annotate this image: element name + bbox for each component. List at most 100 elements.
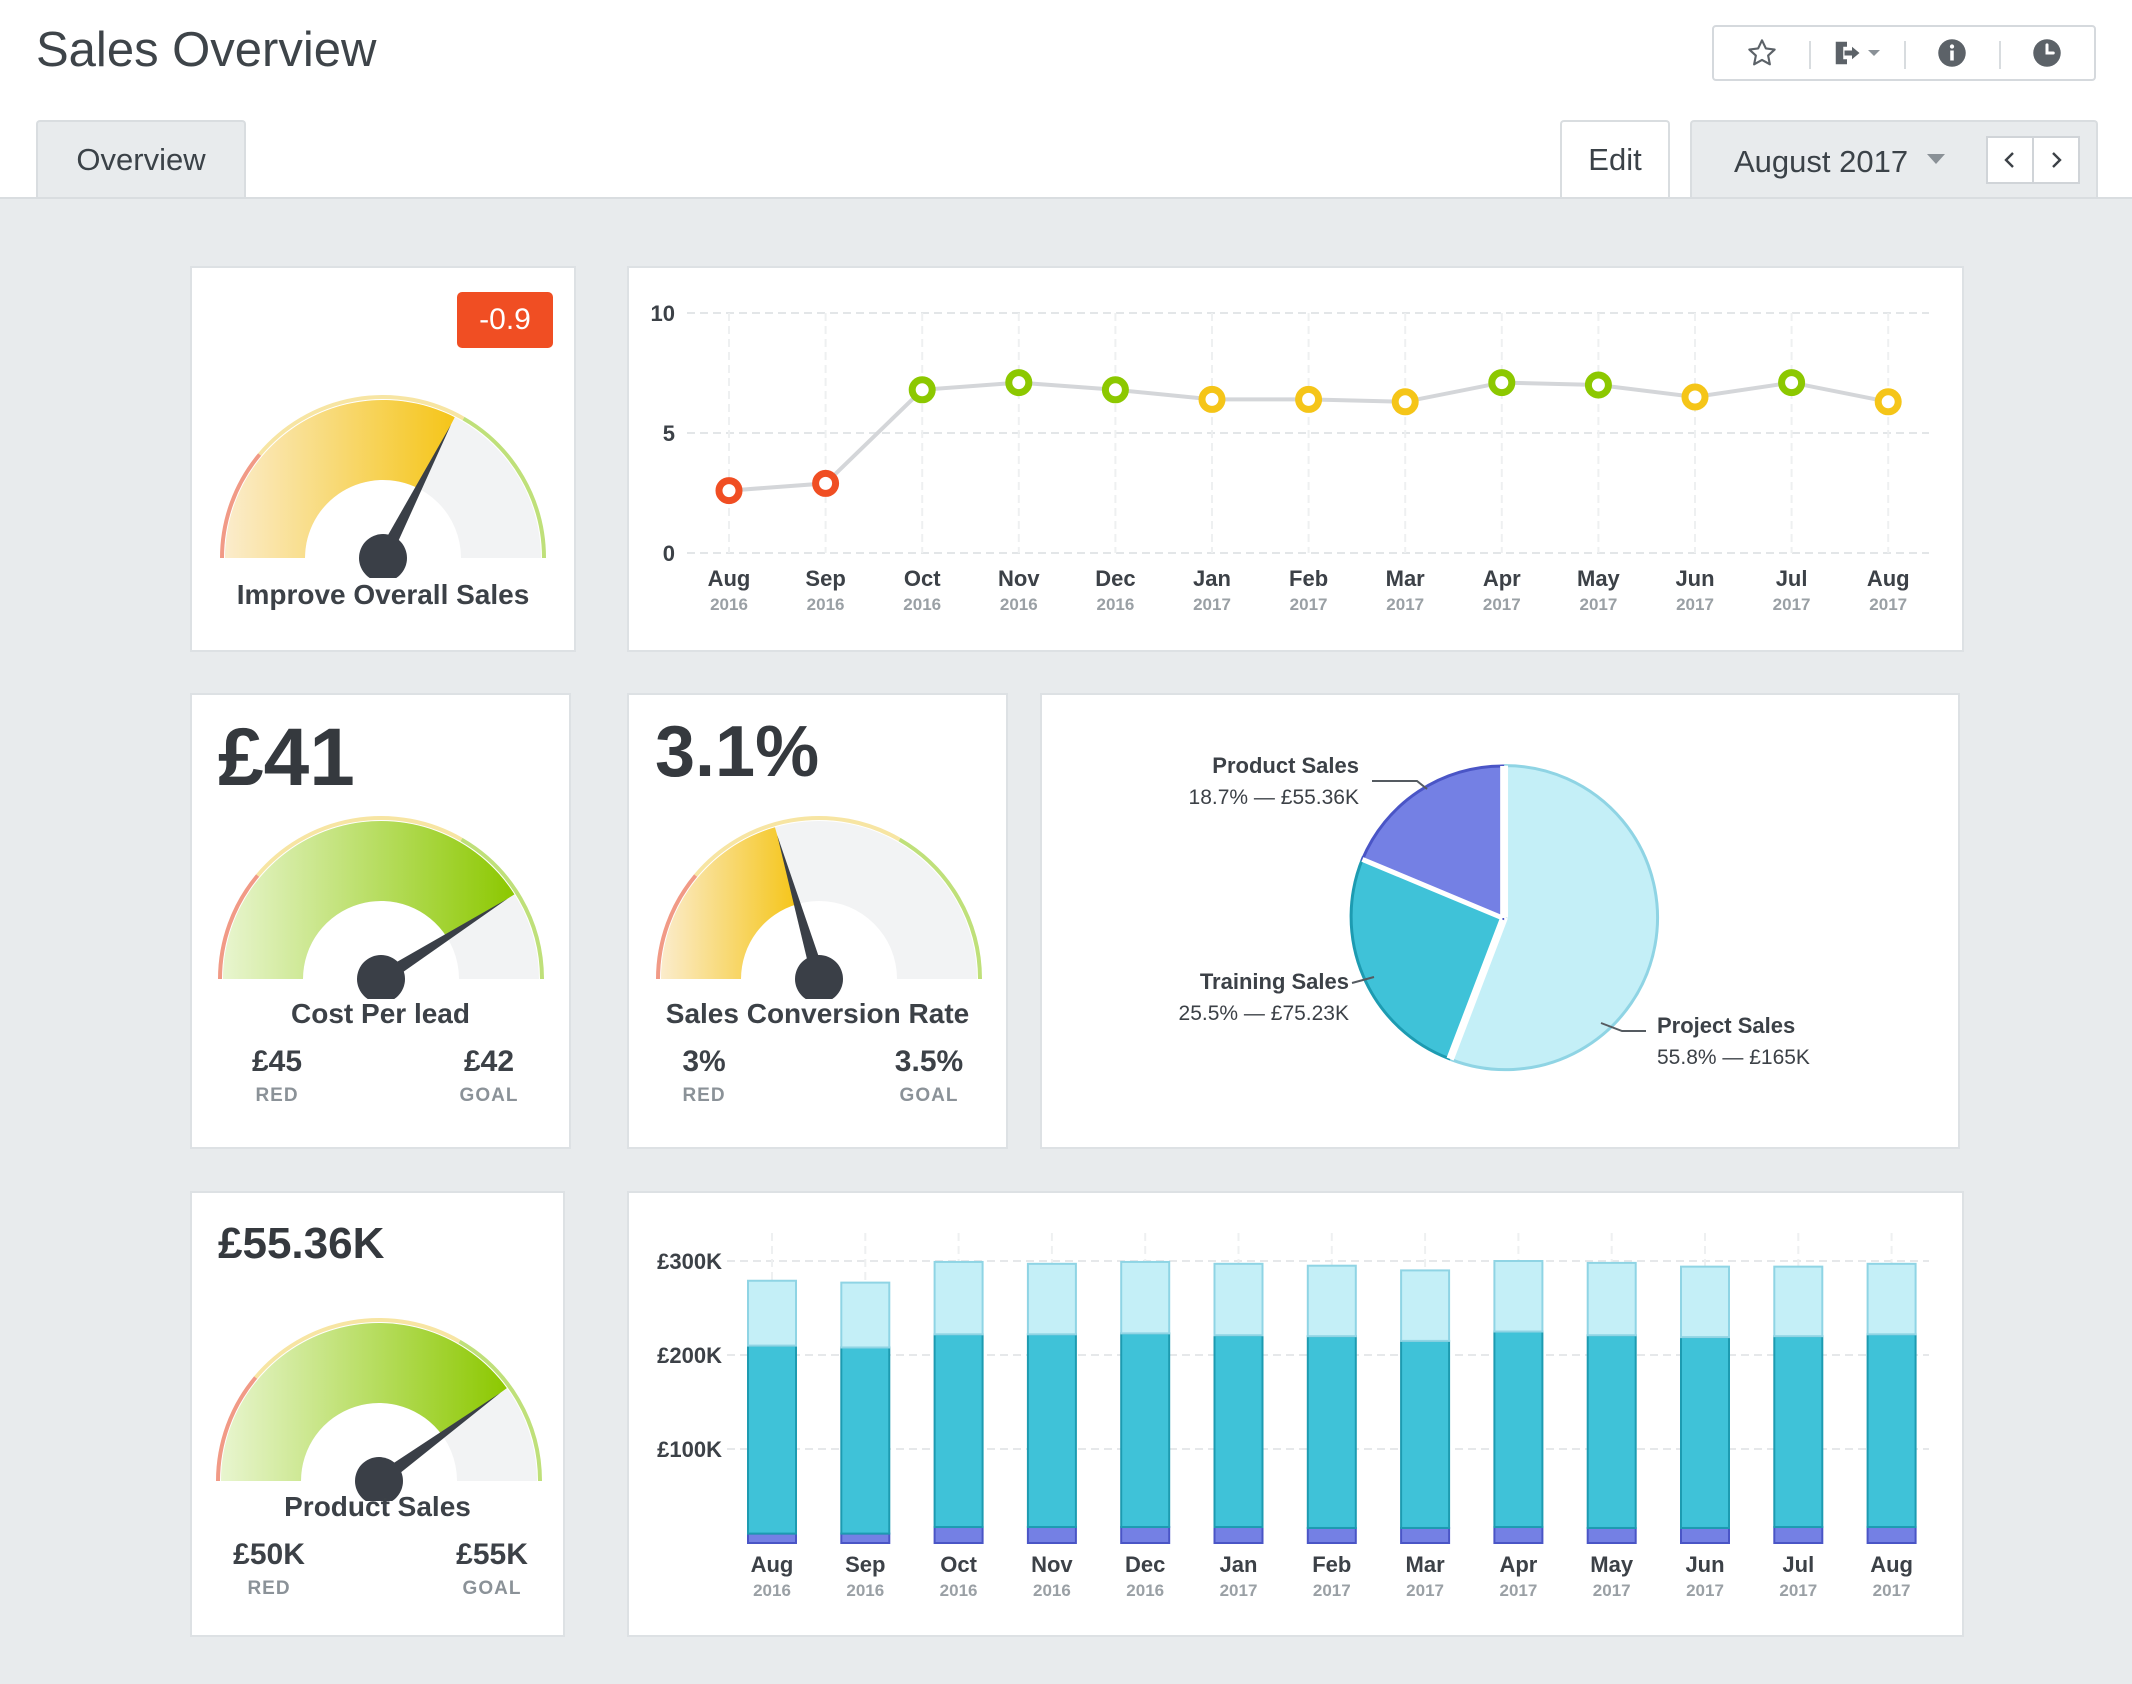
x-tick-month: Nov <box>1031 1552 1073 1577</box>
bar-segment <box>1400 1526 1451 1544</box>
gauge-hub <box>795 955 843 999</box>
month-selector[interactable]: August 2017 <box>1690 120 2098 198</box>
x-tick-month: Aug <box>1870 1552 1913 1577</box>
gauge-needle <box>377 898 508 985</box>
bar-segment <box>1493 1260 1544 1333</box>
gauge-red-band <box>216 1376 258 1482</box>
x-tick-year: 2017 <box>1686 1581 1724 1600</box>
improve-sales-card[interactable]: -0.9 Improve Overall Sales <box>190 266 576 652</box>
x-tick-year: 2017 <box>1676 595 1714 614</box>
pie-label-detail: 25.5% — £75.23K <box>1179 1002 1349 1025</box>
bar-segment <box>840 1532 891 1545</box>
prev-month-button[interactable] <box>1986 136 2034 184</box>
x-tick-year: 2016 <box>807 595 845 614</box>
x-tick-year: 2017 <box>1593 1581 1631 1600</box>
red-label: RED <box>255 1085 299 1106</box>
bar-segment <box>1586 1261 1637 1337</box>
conversion-rate-card[interactable]: 3.1% Sales Conversion Rate 3% RED 3.5% G… <box>627 693 1008 1149</box>
data-point <box>1584 371 1612 399</box>
caret-down-icon <box>1927 154 1945 164</box>
pie-label-name: Training Sales <box>1200 969 1349 994</box>
bar-segment <box>1680 1526 1730 1544</box>
x-tick-year: 2017 <box>1873 1581 1911 1600</box>
gauge-yellow-band <box>694 816 901 877</box>
gauge-label: Sales Conversion Rate <box>665 998 970 1029</box>
bar-segment <box>1773 1265 1824 1338</box>
export-icon <box>1835 41 1859 65</box>
gauge-fill <box>223 821 515 979</box>
bar-segment <box>933 1333 984 1529</box>
x-tick-month: Jan <box>1220 1552 1258 1577</box>
bar-segment <box>1773 1335 1824 1529</box>
bar-segment <box>1680 1336 1730 1529</box>
chevron-right-icon <box>2052 152 2062 168</box>
goal-threshold: £42 GOAL <box>444 1045 534 1107</box>
sales-breakdown-card[interactable]: Product Sales 18.7% — £55.36K Training Sal… <box>1040 693 1960 1149</box>
x-tick-year: 2016 <box>846 1581 884 1600</box>
x-tick-year: 2016 <box>1033 1581 1071 1600</box>
data-point <box>1874 388 1902 416</box>
month-label: August 2017 <box>1734 144 1909 179</box>
toolbar <box>1712 25 2096 81</box>
cost-per-lead-card[interactable]: £41 Cost Per lead £45 RED £42 GOAL <box>190 693 571 1149</box>
favorite-button[interactable] <box>1714 27 1809 79</box>
history-button[interactable] <box>1999 27 2094 79</box>
x-tick-year: 2017 <box>1869 595 1907 614</box>
gauge-needle <box>777 834 826 981</box>
monthly-sales-bar-card[interactable]: £100K £200K £300K Aug 2016 Sep 2016 Oct 2016 Nov 2… <box>627 1191 1964 1637</box>
data-point <box>1488 369 1516 397</box>
gauge-needle <box>376 424 452 562</box>
x-tick-year: 2017 <box>1193 595 1231 614</box>
data-point <box>1198 385 1226 413</box>
trend-line-chart: 0 5 10 Aug 2016 Sep 2016 Oct 2016 Nov 2016 Dec 2016 J… <box>651 301 1929 614</box>
x-tick-month: Feb <box>1289 566 1328 591</box>
bar-segment <box>1493 1526 1544 1544</box>
x-tick-month: May <box>1577 566 1621 591</box>
y-tick-label: £200K <box>657 1343 722 1368</box>
trend-line-card[interactable]: 0 5 10 Aug 2016 Sep 2016 Oct 2016 Nov 2016 Dec 2016 J… <box>627 266 1964 652</box>
bar-segment <box>1306 1335 1357 1529</box>
product-sales-card[interactable]: £55.36K Product Sales £50K RED £55K GOAL <box>190 1191 565 1637</box>
bar-segment <box>1026 1333 1077 1529</box>
red-label: RED <box>682 1085 726 1106</box>
goal-label: GOAL <box>899 1085 959 1106</box>
variance-badge: -0.9 <box>457 292 553 348</box>
goal-label: GOAL <box>462 1578 522 1599</box>
x-tick-month: Jan <box>1193 566 1231 591</box>
x-tick-month: Sep <box>845 1552 885 1577</box>
star-icon <box>1747 39 1776 66</box>
info-button[interactable] <box>1904 27 1999 79</box>
x-tick-month: Mar <box>1406 1552 1446 1577</box>
red-value: £50K <box>233 1538 305 1571</box>
y-tick-label: 0 <box>663 541 675 566</box>
bar-segment <box>1120 1260 1171 1335</box>
export-button[interactable] <box>1809 27 1904 79</box>
pie-label-name: Product Sales <box>1212 753 1359 778</box>
tab-overview[interactable]: Overview <box>36 120 246 198</box>
gauge-yellow-band <box>258 395 465 456</box>
bar-segment <box>1680 1265 1730 1339</box>
bar-segment <box>1026 1262 1077 1336</box>
bar-segment <box>1026 1526 1077 1544</box>
red-value: £45 <box>251 1045 303 1078</box>
pie-slice <box>1449 764 1660 1072</box>
bar-segment <box>747 1532 797 1545</box>
x-tick-year: 2017 <box>1386 595 1424 614</box>
next-month-button[interactable] <box>2032 136 2080 184</box>
y-tick-label: £300K <box>657 1249 722 1274</box>
data-point <box>908 376 936 404</box>
kpi-value: £55.36K <box>218 1219 385 1268</box>
gauge-green-band <box>898 837 982 980</box>
product-sales-gauge <box>216 1318 542 1501</box>
bar-segment <box>1120 1332 1171 1529</box>
x-tick-month: Jul <box>1776 566 1808 591</box>
bar-segment <box>933 1526 984 1544</box>
pie-leader-line <box>1600 1022 1646 1032</box>
edit-button[interactable]: Edit <box>1560 120 1670 198</box>
chevron-down-icon <box>1867 50 1880 56</box>
data-point <box>1005 369 1033 397</box>
bar-segment <box>1866 1262 1917 1336</box>
red-label: RED <box>247 1578 291 1599</box>
x-tick-year: 2016 <box>1000 595 1038 614</box>
gauge-fill <box>225 399 455 558</box>
